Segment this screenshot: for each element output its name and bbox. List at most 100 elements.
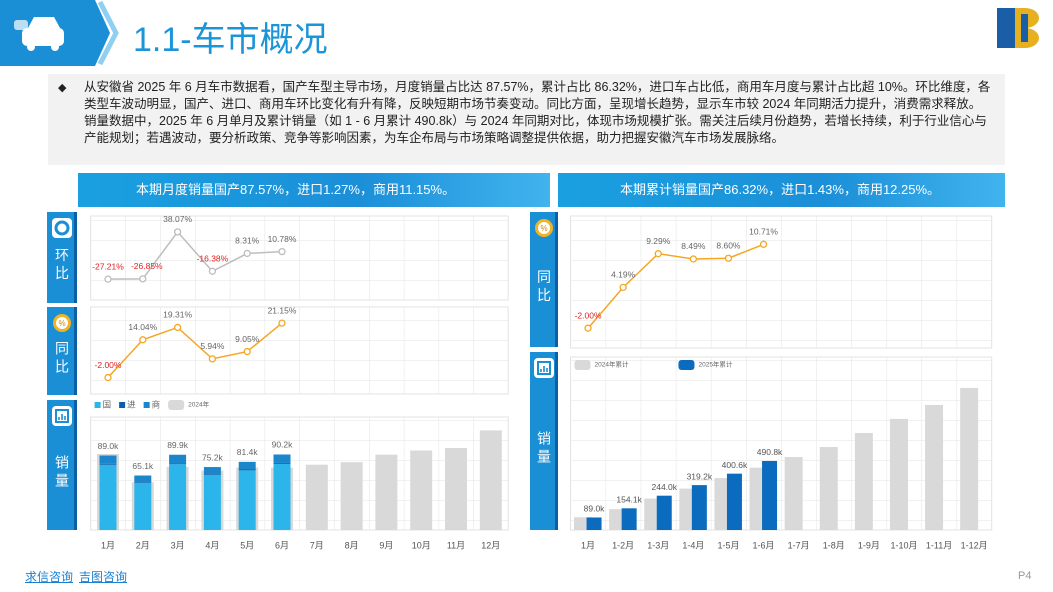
x-tick-label: 1-8月 (823, 540, 845, 550)
bar (169, 464, 187, 530)
side-label: 同比 (536, 270, 552, 306)
point (619, 283, 627, 291)
side-label: 同比 (54, 341, 70, 377)
bar (854, 432, 873, 530)
total-label: 81.4k (237, 447, 259, 457)
icon (537, 361, 551, 375)
legend-swatch (678, 360, 695, 370)
x-tick-label: 1月 (101, 540, 115, 550)
legend-swatch (94, 402, 101, 408)
point (104, 275, 112, 283)
plot-background (90, 306, 509, 395)
side-label-edge (74, 307, 77, 395)
total-label: 65.1k (132, 461, 154, 471)
bar (99, 464, 117, 530)
data-label: 38.07% (163, 214, 192, 224)
legend-swatch (119, 402, 126, 408)
bar (238, 469, 256, 471)
bar (586, 517, 602, 530)
footer-link[interactable]: 求信咨询 (25, 570, 74, 584)
page-number: P4 (1018, 570, 1032, 582)
bar (169, 454, 187, 464)
data-label: 8.60% (716, 240, 741, 250)
bar (819, 447, 838, 530)
icon (54, 220, 70, 236)
plot-background (90, 215, 509, 301)
data-label: 8.49% (681, 241, 706, 251)
x-tick-label: 1-3月 (647, 540, 669, 550)
plot-background (570, 215, 993, 349)
x-tick-label: 4月 (205, 540, 219, 550)
bar (99, 455, 117, 464)
bar (99, 463, 117, 465)
plot-background (90, 416, 509, 531)
banner-text: 本期月度销量国产87.57%，进口1.27%，商用11.15%。 (136, 182, 456, 197)
data-label: 319.2k (687, 471, 713, 481)
side-label-edge (74, 212, 77, 303)
x-tick-label: 12月 (481, 540, 500, 550)
bar (691, 485, 707, 530)
data-label: 490.8k (757, 447, 783, 457)
data-label: -27.21% (92, 261, 124, 271)
data-label: 21.15% (268, 305, 297, 315)
side-label: 环比 (54, 248, 70, 284)
bar (203, 474, 221, 530)
x-tick-label: 1月 (581, 540, 595, 550)
bar (784, 457, 803, 530)
x-tick-label: 11月 (447, 540, 465, 550)
total-label: 89.9k (167, 440, 189, 450)
point (243, 347, 251, 356)
bar (169, 463, 187, 465)
x-tick-label: 9月 (379, 540, 393, 550)
legend-label: 2025年累计 (698, 360, 732, 369)
bar (238, 470, 256, 530)
icon (56, 317, 68, 329)
legend-label: 商 (152, 399, 161, 409)
side-label-edge (555, 212, 558, 347)
line (107, 322, 283, 379)
x-tick-label: 1-10月 (890, 540, 917, 550)
summary-box: ◆ 从安徽省 2025 年 6 月车市数据看，国产车型主导市场，月度销量占比达 8… (48, 74, 1005, 165)
x-tick-label: 3月 (171, 540, 185, 550)
x-tick-label: 1-7月 (788, 540, 810, 550)
icon: % (58, 319, 65, 328)
footer-link[interactable]: 吉图咨询 (79, 570, 128, 584)
data-label: 19.31% (163, 310, 192, 320)
point (724, 254, 733, 262)
data-label: -2.00% (95, 360, 122, 370)
bar (375, 454, 398, 530)
data-label: 4.19% (611, 270, 636, 280)
bar (621, 508, 637, 530)
data-label: 244.0k (651, 482, 677, 492)
bar (340, 462, 363, 530)
legend-label: 2024年 (188, 400, 209, 409)
legend-label: 2024年累计 (595, 360, 629, 369)
data-label: -16.38% (197, 254, 229, 264)
bar (889, 418, 908, 530)
x-tick-label: 5月 (240, 540, 254, 550)
data-label: 154.1k (616, 495, 642, 505)
car-icon (14, 17, 64, 51)
point (243, 249, 251, 258)
bar (273, 463, 291, 530)
bar (726, 473, 742, 530)
bar (203, 474, 221, 475)
x-tick-label: 10月 (412, 540, 431, 550)
point (689, 255, 697, 263)
bar (445, 447, 467, 530)
chevron (97, 0, 119, 66)
bar (238, 461, 256, 470)
data-label: -2.00% (575, 310, 602, 320)
icon: % (540, 224, 547, 233)
legend-swatch (168, 400, 185, 410)
banner: 本期月度销量国产87.57%，进口1.27%，商用11.15%。 (78, 173, 550, 207)
point (208, 267, 217, 275)
line (587, 243, 764, 329)
side-label: 销量 (536, 431, 552, 467)
total-label: 75.2k (202, 452, 224, 462)
bar (203, 467, 221, 475)
bar (134, 482, 152, 483)
x-tick-label: 1-5月 (717, 540, 739, 550)
point (139, 275, 147, 283)
